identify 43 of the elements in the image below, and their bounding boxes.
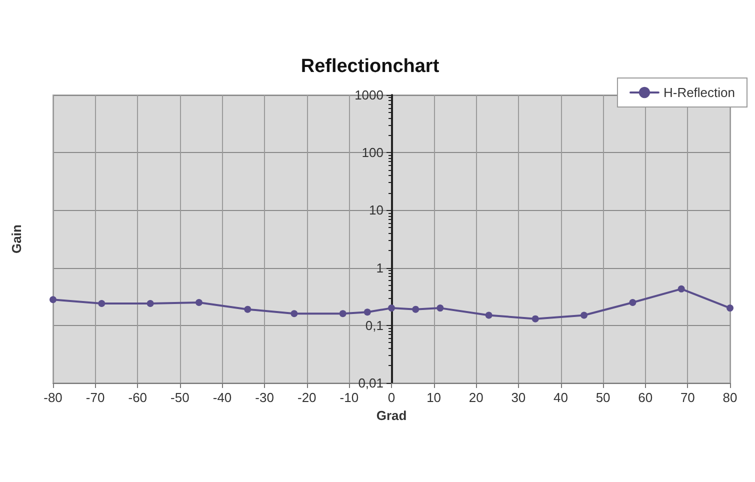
x-tick-label: 40: [554, 390, 568, 405]
point: [580, 312, 588, 319]
point: [244, 306, 252, 313]
x-tick-label: -30: [255, 390, 274, 405]
point: [436, 304, 444, 312]
point: [339, 310, 346, 318]
point: [726, 304, 734, 312]
x-tick-label: 10: [426, 390, 442, 405]
point: [532, 315, 539, 322]
x-tick-label: -60: [128, 390, 148, 405]
point: [290, 310, 298, 318]
point: [364, 308, 371, 316]
y-tick-label: 1: [376, 260, 384, 276]
point: [629, 298, 636, 306]
x-tick-label: 50: [596, 390, 610, 405]
y-tick-label: 1000: [354, 88, 384, 102]
point: [485, 312, 492, 319]
point: [195, 298, 202, 306]
x-tick-label: 60: [638, 390, 653, 405]
x-tick-label: -80: [44, 390, 62, 405]
point: [50, 296, 56, 304]
x-axis-title: Grad: [376, 408, 407, 423]
x-tick-label: -10: [340, 390, 359, 405]
x-tick-label: -70: [86, 390, 105, 405]
x-tick-label: 70: [680, 390, 695, 405]
y-tick-label: 10: [369, 202, 384, 218]
point: [678, 285, 685, 292]
point: [412, 306, 420, 313]
y-axis-title: Gain: [9, 224, 24, 254]
point: [98, 300, 106, 307]
x-tick-label: 80: [722, 390, 738, 405]
chart-title: Reflectionchart: [300, 56, 440, 77]
point: [146, 300, 154, 307]
x-tick-label: 20: [468, 390, 484, 405]
x-tick-label: -20: [297, 390, 316, 405]
point: [388, 304, 395, 312]
x-tick-label: -50: [170, 390, 190, 405]
x-tick-label: -40: [212, 390, 232, 405]
y-tick-label: 100: [362, 145, 384, 160]
x-tick-label: 30: [511, 390, 526, 405]
legend-label: H-Reflection: [663, 85, 736, 100]
y-tick-label: 0,1: [365, 318, 384, 333]
x-tick-label: 0: [388, 390, 396, 405]
